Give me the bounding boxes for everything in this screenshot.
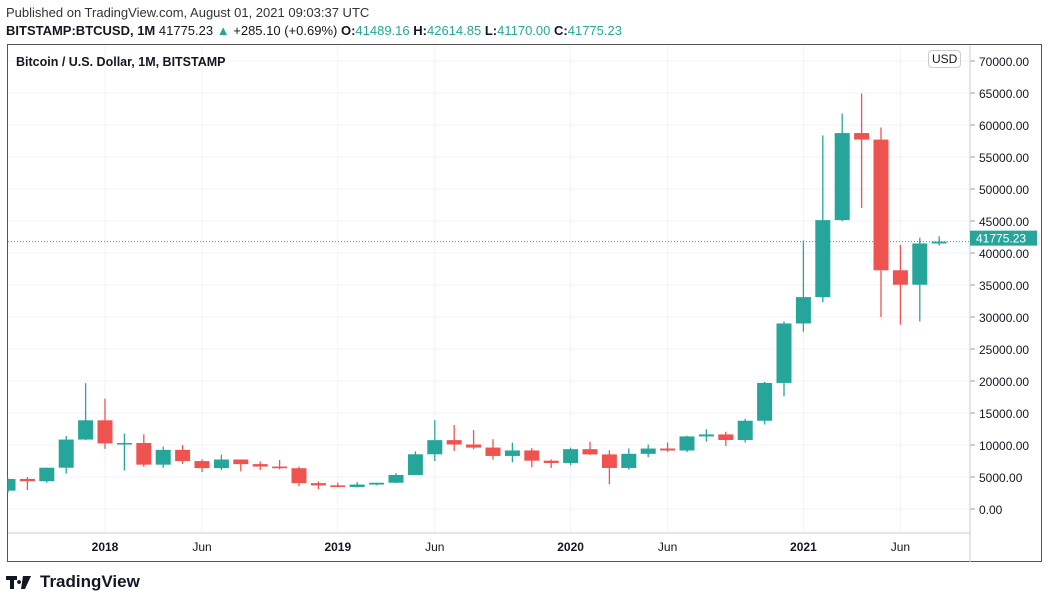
candle-body [485, 447, 501, 456]
candle-body [815, 220, 831, 298]
y-tick-label: 50000.00 [979, 183, 1029, 197]
candle-body [621, 453, 637, 468]
candle-body [136, 443, 152, 465]
x-tick-label: Jun [192, 540, 211, 554]
x-tick-label: 2018 [92, 540, 119, 554]
y-tick-label: 30000.00 [979, 311, 1029, 325]
chart-title: Bitcoin / U.S. Dollar, 1M, BITSTAMP [16, 55, 226, 69]
candle-body [194, 461, 210, 469]
candle-body [873, 139, 889, 271]
candle-body [291, 468, 307, 484]
candle-body [660, 448, 676, 451]
candle-body [582, 449, 598, 455]
candle-body [233, 459, 249, 465]
candle-body [892, 270, 908, 285]
candle-body [854, 133, 870, 140]
y-tick-label: 25000.00 [979, 343, 1029, 357]
change: +285.10 (+0.69%) [233, 23, 338, 38]
published-line: Published on TradingView.com, August 01,… [6, 5, 370, 20]
currency-button[interactable]: USD [928, 50, 962, 68]
candle-body [39, 467, 55, 482]
last-price: 41775.23 [158, 23, 214, 38]
up-arrow-icon: ▲ [216, 23, 230, 38]
y-tick-label: 65000.00 [979, 87, 1029, 101]
candle-body [543, 460, 559, 463]
candle-body [252, 464, 268, 467]
candle-body [407, 454, 423, 475]
candle-body [8, 478, 16, 491]
candle-body [698, 434, 714, 437]
y-tick-label: 40000.00 [979, 247, 1029, 261]
y-tick-label: 0.00 [979, 503, 1003, 517]
candle-body [504, 450, 520, 456]
candle-body [213, 459, 229, 469]
candle-body [388, 474, 404, 483]
candle-body [310, 483, 326, 486]
chart-frame[interactable] [7, 44, 1042, 562]
candle-body [349, 484, 365, 487]
low-value: 41170.00 [497, 23, 551, 38]
candle-body [97, 420, 113, 444]
candle-body [78, 420, 94, 440]
candle-body [912, 243, 928, 285]
candle-body [369, 482, 385, 485]
candle-body [931, 241, 947, 244]
close-label: C: [554, 23, 568, 38]
candle-body [116, 443, 132, 445]
x-tick-label: 2020 [557, 540, 584, 554]
symbol: BITSTAMP:BTCUSD, 1M [6, 23, 156, 38]
open-label: O: [340, 23, 356, 38]
y-tick-label: 60000.00 [979, 119, 1029, 133]
x-tick-label: 2019 [324, 540, 351, 554]
x-tick-label: Jun [891, 540, 910, 554]
candle-body [640, 448, 656, 454]
candle-body [718, 434, 734, 441]
candle-body [155, 449, 171, 465]
candle-body [524, 450, 540, 461]
close-value: 41775.23 [567, 23, 622, 38]
candle-body [272, 466, 288, 469]
candle-body [601, 454, 617, 468]
candle-body [757, 382, 773, 421]
y-tick-label: 35000.00 [979, 279, 1029, 293]
x-tick-label: 2021 [790, 540, 817, 554]
candle-body [466, 444, 482, 448]
last-price-badge [970, 230, 1037, 246]
ohlc-legend: BITSTAMP:BTCUSD, 1M 41775.23 ▲ +285.10 (… [6, 23, 622, 38]
high-value: 42614.85 [426, 23, 482, 38]
tv-logo-icon [6, 576, 31, 589]
candle-body [19, 478, 35, 482]
high-label: H: [413, 23, 427, 38]
candle-body [446, 440, 462, 445]
candle-body [776, 323, 792, 383]
candle-body [427, 440, 443, 455]
candle-body [795, 297, 811, 324]
x-tick-label: Jun [658, 540, 677, 554]
brand-name: TradingView [40, 572, 140, 591]
candle-body [175, 449, 191, 462]
tradingview-logo: TradingView [6, 572, 140, 592]
y-tick-label: 5000.00 [979, 471, 1023, 485]
y-tick-label: 45000.00 [979, 215, 1029, 229]
candle-body [679, 436, 695, 451]
candle-body [330, 485, 346, 487]
y-tick-label: 55000.00 [979, 151, 1029, 165]
x-tick-label: Jun [425, 540, 444, 554]
y-tick-label: 10000.00 [979, 439, 1029, 453]
candle-body [58, 439, 74, 468]
low-label: L: [484, 23, 498, 38]
y-tick-label: 20000.00 [979, 375, 1029, 389]
open-value: 41489.16 [355, 23, 410, 38]
candle-body [563, 449, 579, 463]
candle-body [737, 420, 753, 441]
last-price-label: 41775.23 [976, 232, 1026, 246]
y-tick-label: 15000.00 [979, 407, 1029, 421]
y-tick-label: 70000.00 [979, 55, 1029, 69]
candle-body [834, 133, 850, 221]
